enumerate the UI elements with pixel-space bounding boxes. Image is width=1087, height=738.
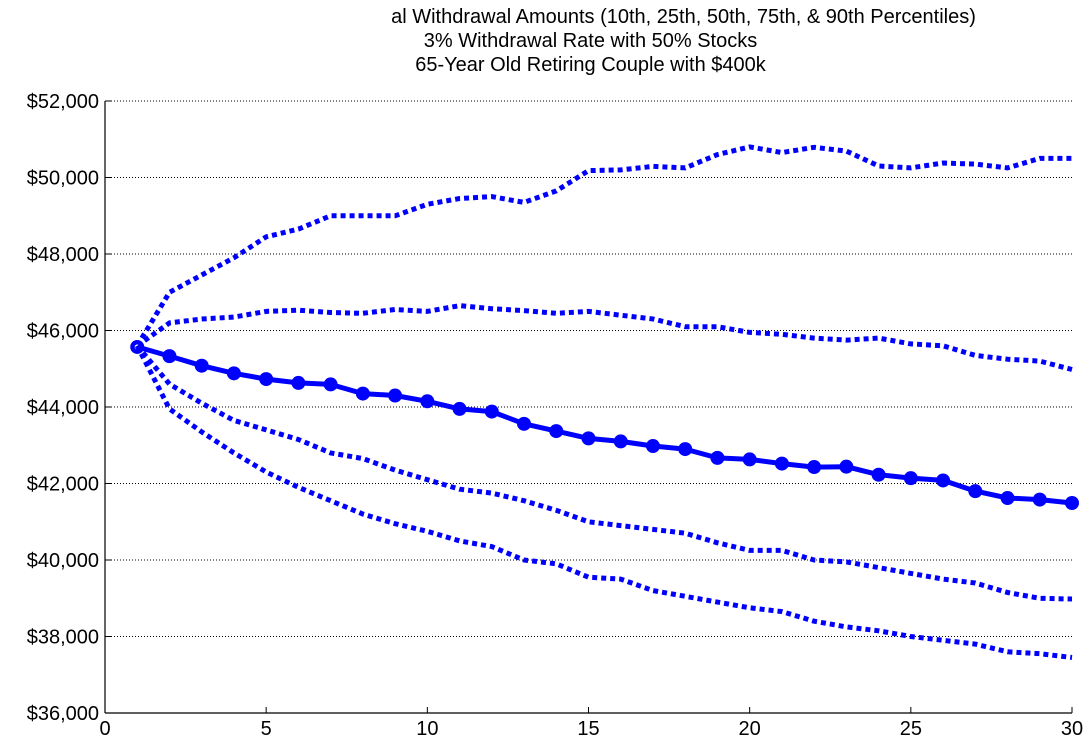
series-marker [581, 431, 596, 446]
series-marker [678, 442, 693, 457]
x-tick-label: 0 [99, 718, 110, 738]
x-tick-label: 5 [261, 718, 272, 738]
x-tick-label: 25 [900, 718, 922, 738]
series-marker [1065, 496, 1079, 511]
series-group [130, 144, 1079, 660]
y-tick-label: $48,000 [27, 244, 99, 266]
series-marker [807, 460, 822, 475]
y-tick-label: $46,000 [27, 321, 99, 343]
series-marker [323, 377, 338, 392]
series-marker [549, 424, 564, 439]
series-marker [388, 388, 403, 403]
chart-title-line-2: 3% Withdrawal Rate with 50% Stocks [423, 30, 758, 52]
y-tick-label: $40,000 [27, 550, 99, 572]
series-marker [871, 467, 886, 482]
x-tick-labels: 0 5 10 15 20 25 30 [99, 718, 1083, 738]
series-marker [259, 372, 274, 387]
series-marker [226, 366, 241, 381]
y-tick-label: $36,000 [27, 703, 99, 725]
series-marker [1000, 491, 1015, 506]
chart-title-line-3: 65-Year Old Retiring Couple with $400k [415, 54, 766, 76]
y-tick-label: $42,000 [27, 474, 99, 496]
axes [104, 100, 1073, 714]
series-marker [936, 473, 951, 488]
series-marker [420, 394, 435, 409]
series-marker [645, 439, 660, 454]
y-tick-labels: $36,000 $38,000 $40,000 $42,000 $44,000 $46,0… [27, 91, 99, 725]
x-tick-label: 20 [739, 718, 761, 738]
series-marker [484, 404, 499, 419]
series-marker [710, 450, 725, 465]
x-tick-label: 30 [1061, 718, 1083, 738]
series-marker [452, 401, 467, 416]
chart-title-line-1: al Withdrawal Amounts (10th, 25th, 50th,… [391, 6, 976, 28]
series-marker [774, 456, 789, 471]
series-marker [903, 471, 918, 486]
series-marker [613, 434, 628, 449]
y-tick-label: $38,000 [27, 627, 99, 649]
chart-title: al Withdrawal Amounts (10th, 25th, 50th,… [0, 5, 1087, 77]
series-line-3 [135, 344, 1073, 602]
y-tick-label: $50,000 [27, 168, 99, 190]
series-marker [355, 386, 370, 401]
series-marker [839, 459, 854, 474]
series-line-0 [135, 144, 1072, 348]
x-tick-label: 15 [577, 718, 599, 738]
series-marker [517, 416, 532, 431]
series-marker [1032, 492, 1047, 507]
grid-lines [105, 100, 1072, 637]
series-marker [162, 349, 177, 364]
y-tick-label: $44,000 [27, 397, 99, 419]
series-marker [968, 484, 983, 499]
y-tick-label: $52,000 [27, 91, 99, 113]
series-marker [194, 358, 209, 373]
series-line-1 [135, 303, 1073, 372]
x-tick-label: 10 [416, 718, 438, 738]
series-line-4 [134, 344, 1073, 660]
series-marker [742, 452, 757, 467]
series-marker [291, 375, 306, 390]
